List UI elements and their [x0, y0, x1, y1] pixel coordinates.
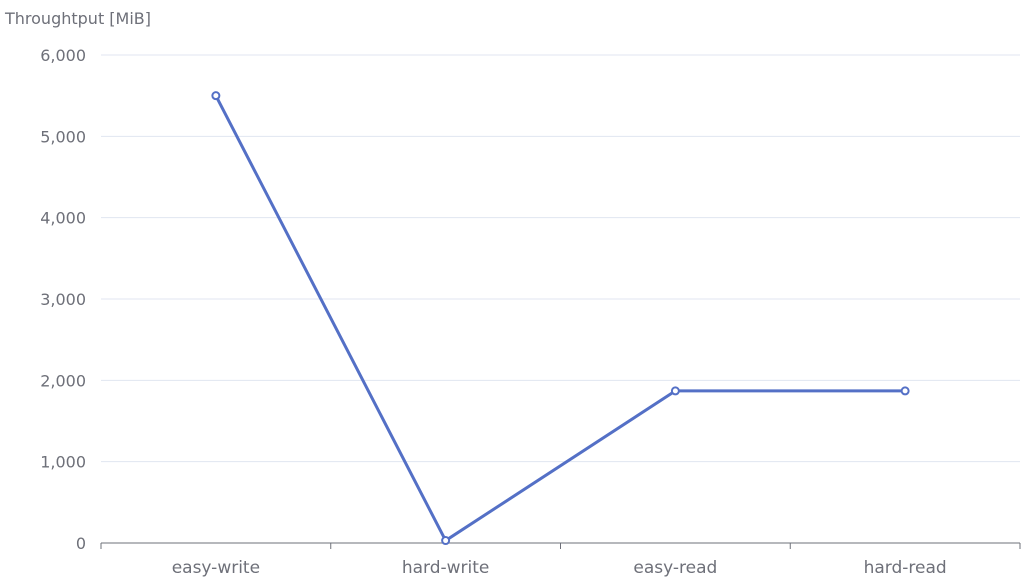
- series-group: [211, 91, 910, 546]
- x-tick-label: hard-write: [402, 558, 490, 578]
- y-tick-label: 2,000: [40, 371, 86, 390]
- x-axis: easy-write hard-write easy-read hard-read: [100, 542, 1021, 578]
- y-axis-ticks: 0 1,000 2,000 3,000 4,000 5,000 6,000: [40, 46, 86, 553]
- series-line: [214, 94, 906, 543]
- x-tick-label: easy-read: [633, 558, 717, 578]
- y-axis-title: Throughtput [MiB]: [4, 9, 151, 28]
- data-point: [900, 386, 910, 396]
- gridlines: [101, 54, 1020, 463]
- y-tick-label: 4,000: [40, 209, 86, 228]
- y-tick-label: 3,000: [40, 290, 86, 309]
- x-tick-label: hard-read: [864, 558, 947, 578]
- x-tick-label: easy-write: [172, 558, 260, 578]
- y-tick-label: 6,000: [40, 46, 86, 65]
- data-point: [670, 386, 680, 396]
- data-point: [441, 536, 451, 546]
- y-tick-label: 5,000: [40, 127, 86, 146]
- data-point: [211, 91, 221, 101]
- y-tick-label: 0: [76, 534, 86, 553]
- y-tick-label: 1,000: [40, 453, 86, 472]
